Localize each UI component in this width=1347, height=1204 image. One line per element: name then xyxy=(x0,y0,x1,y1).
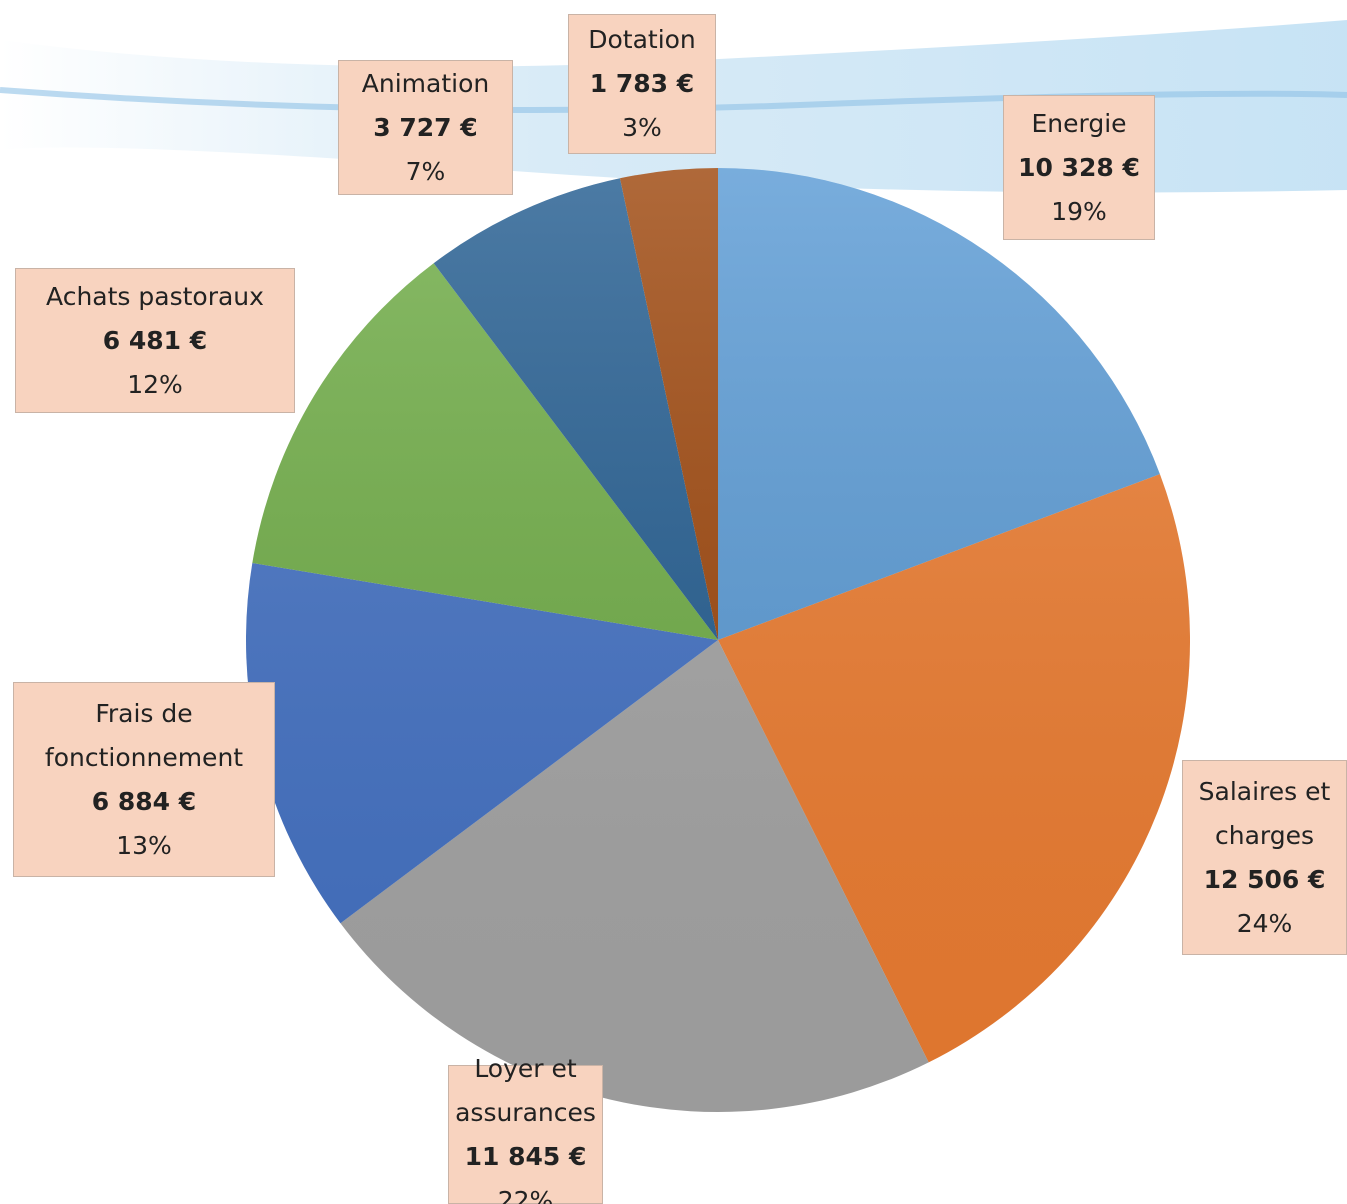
category-label: Energie xyxy=(1031,108,1127,138)
category-label: Salaires et charges xyxy=(1198,776,1331,850)
value-label: 10 328 € xyxy=(1018,152,1140,182)
category-label: Animation xyxy=(361,68,490,98)
data-label: Salaires et charges 12 506 € 24% xyxy=(1182,760,1347,955)
value-label: 1 783 € xyxy=(589,69,695,98)
data-label: Animation 3 727 € 7% xyxy=(338,60,513,195)
percent-label: 22% xyxy=(497,1185,554,1204)
category-label: Frais de fonctionnement xyxy=(44,698,244,772)
category-label: Loyer et assurances xyxy=(455,1053,596,1127)
percent-label: 3% xyxy=(622,113,662,142)
percent-label: 19% xyxy=(1051,196,1107,226)
percent-label: 24% xyxy=(1236,908,1293,938)
percent-label: 12% xyxy=(127,369,183,399)
value-label: 12 506 € xyxy=(1203,864,1326,894)
percent-label: 7% xyxy=(405,156,446,186)
data-label: Dotation 1 783 € 3% xyxy=(568,14,716,154)
data-label: Energie 10 328 € 19% xyxy=(1003,95,1155,240)
category-label: Dotation xyxy=(588,25,696,54)
percent-label: 13% xyxy=(116,830,172,860)
slices xyxy=(246,168,1190,1112)
data-label: Frais de fonctionnement 6 884 € 13% xyxy=(13,682,275,877)
category-label: Achats pastoraux xyxy=(46,281,264,311)
background-wave xyxy=(0,87,1347,113)
value-label: 6 884 € xyxy=(91,786,197,816)
value-label: 3 727 € xyxy=(373,112,478,142)
value-label: 6 481 € xyxy=(102,325,208,355)
data-label: Achats pastoraux 6 481 € 12% xyxy=(15,268,295,413)
data-label: Loyer et assurances 11 845 € 22% xyxy=(448,1054,603,1204)
value-label: 11 845 € xyxy=(464,1141,587,1171)
